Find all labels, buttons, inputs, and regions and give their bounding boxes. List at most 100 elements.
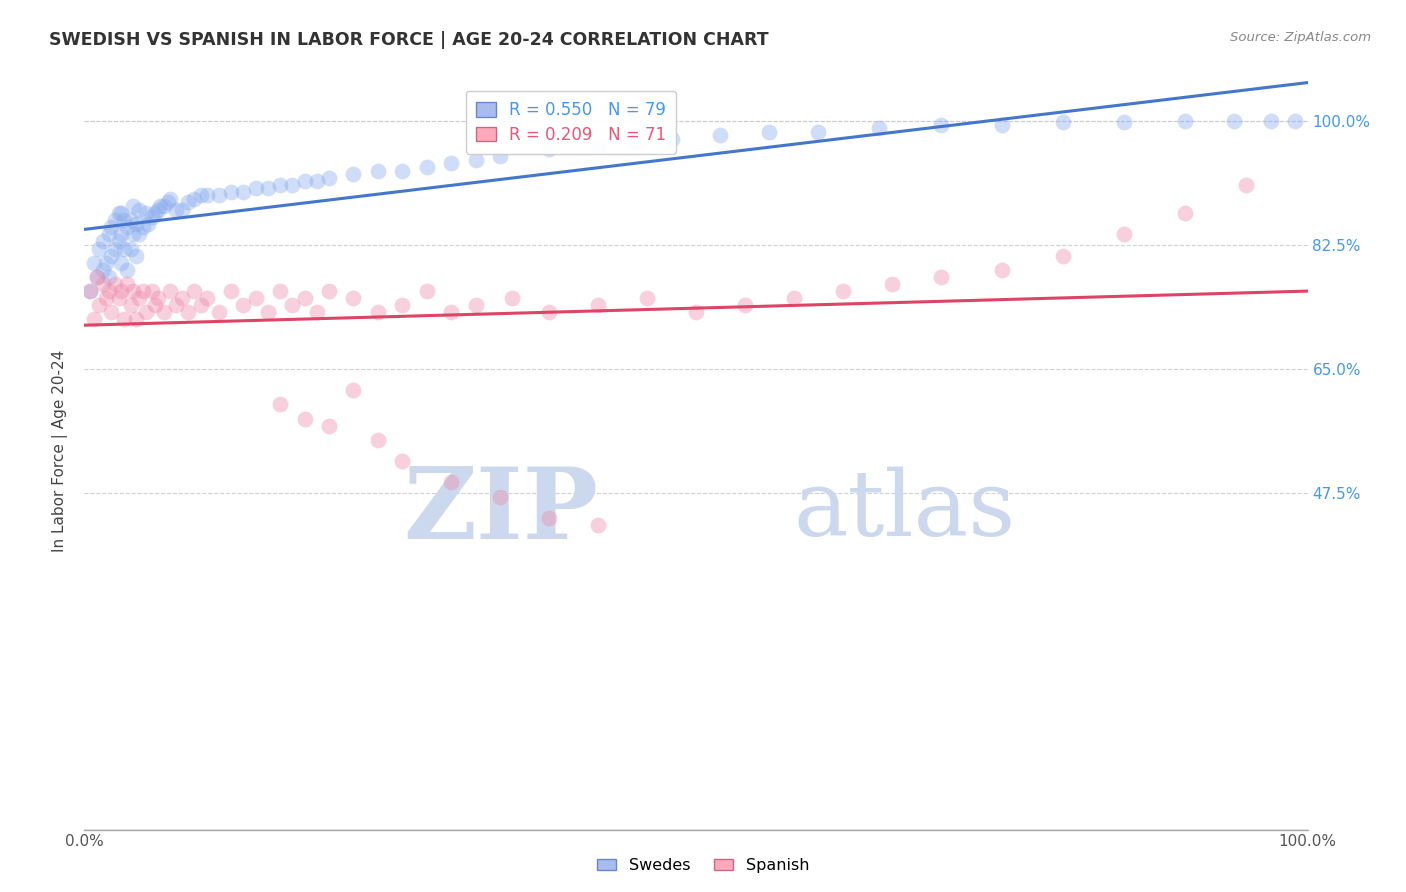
Point bbox=[269, 178, 291, 192]
Point bbox=[758, 125, 780, 139]
Point bbox=[880, 277, 903, 291]
Text: ZIP: ZIP bbox=[404, 463, 598, 559]
Point bbox=[183, 284, 205, 298]
Point bbox=[831, 284, 853, 298]
Point bbox=[159, 192, 181, 206]
Point bbox=[120, 298, 142, 312]
Point bbox=[97, 269, 120, 284]
Point bbox=[120, 213, 142, 227]
Point bbox=[110, 284, 132, 298]
Point bbox=[96, 291, 118, 305]
Point bbox=[190, 188, 212, 202]
Point bbox=[195, 291, 218, 305]
Point bbox=[502, 291, 524, 305]
Point bbox=[112, 242, 135, 256]
Point bbox=[79, 284, 101, 298]
Point bbox=[305, 305, 328, 319]
Point bbox=[1174, 206, 1197, 220]
Point bbox=[232, 185, 254, 199]
Point bbox=[929, 118, 952, 132]
Point bbox=[135, 305, 157, 319]
Point bbox=[1052, 115, 1074, 129]
Point bbox=[489, 490, 512, 504]
Text: atlas: atlas bbox=[794, 467, 1017, 556]
Point bbox=[141, 210, 163, 224]
Point bbox=[83, 255, 105, 269]
Point bbox=[172, 202, 194, 217]
Point bbox=[125, 249, 148, 263]
Point bbox=[125, 312, 148, 326]
Point bbox=[141, 284, 163, 298]
Point bbox=[869, 121, 891, 136]
Point bbox=[1260, 114, 1282, 128]
Point bbox=[257, 305, 280, 319]
Point bbox=[294, 174, 316, 188]
Text: Source: ZipAtlas.com: Source: ZipAtlas.com bbox=[1230, 31, 1371, 45]
Point bbox=[586, 517, 609, 532]
Point bbox=[294, 291, 316, 305]
Point bbox=[636, 291, 658, 305]
Point bbox=[219, 185, 242, 199]
Point bbox=[122, 199, 145, 213]
Point bbox=[991, 118, 1014, 132]
Point bbox=[440, 475, 463, 490]
Point bbox=[245, 181, 267, 195]
Point bbox=[132, 220, 155, 235]
Point bbox=[104, 242, 127, 256]
Point bbox=[107, 206, 129, 220]
Point bbox=[991, 262, 1014, 277]
Point bbox=[100, 249, 122, 263]
Point bbox=[97, 284, 120, 298]
Point bbox=[120, 242, 142, 256]
Point bbox=[391, 298, 413, 312]
Point bbox=[318, 418, 340, 433]
Point bbox=[464, 298, 486, 312]
Point bbox=[91, 235, 114, 249]
Point bbox=[709, 128, 731, 142]
Point bbox=[172, 291, 194, 305]
Point bbox=[661, 131, 683, 145]
Point bbox=[86, 269, 108, 284]
Point bbox=[177, 305, 200, 319]
Point bbox=[318, 170, 340, 185]
Point bbox=[367, 305, 389, 319]
Point bbox=[115, 220, 138, 235]
Point bbox=[104, 277, 127, 291]
Point bbox=[440, 156, 463, 170]
Point bbox=[136, 217, 159, 231]
Point bbox=[122, 284, 145, 298]
Point bbox=[1236, 178, 1258, 192]
Point bbox=[183, 192, 205, 206]
Point bbox=[83, 312, 105, 326]
Point bbox=[440, 305, 463, 319]
Y-axis label: In Labor Force | Age 20-24: In Labor Force | Age 20-24 bbox=[52, 350, 69, 551]
Point bbox=[143, 298, 166, 312]
Point bbox=[318, 284, 340, 298]
Point bbox=[1174, 114, 1197, 128]
Point bbox=[110, 227, 132, 242]
Point bbox=[165, 202, 187, 217]
Point bbox=[79, 284, 101, 298]
Point bbox=[391, 163, 413, 178]
Point bbox=[107, 291, 129, 305]
Point bbox=[586, 138, 609, 153]
Point bbox=[132, 284, 155, 298]
Point bbox=[232, 298, 254, 312]
Point bbox=[128, 291, 150, 305]
Point bbox=[1284, 114, 1306, 128]
Point bbox=[489, 149, 512, 163]
Point bbox=[208, 188, 231, 202]
Point bbox=[112, 312, 135, 326]
Point bbox=[342, 291, 364, 305]
Point bbox=[86, 269, 108, 284]
Point bbox=[104, 213, 127, 227]
Point bbox=[87, 242, 110, 256]
Point bbox=[219, 284, 242, 298]
Point bbox=[391, 454, 413, 468]
Point bbox=[269, 284, 291, 298]
Point bbox=[100, 305, 122, 319]
Point bbox=[538, 142, 561, 156]
Point bbox=[281, 298, 304, 312]
Point bbox=[269, 397, 291, 411]
Point bbox=[165, 298, 187, 312]
